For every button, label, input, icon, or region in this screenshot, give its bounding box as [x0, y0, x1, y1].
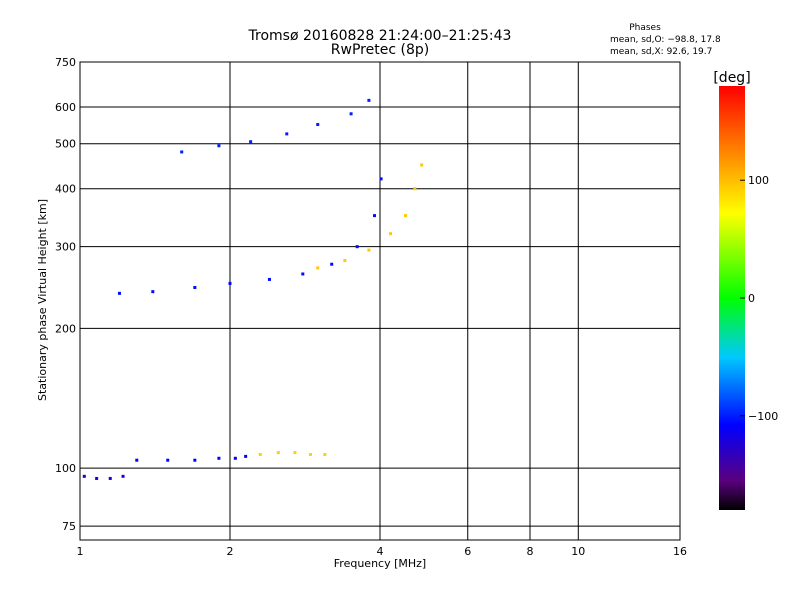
colorbar-label: [deg] — [713, 70, 750, 86]
data-point — [323, 452, 327, 456]
data-point — [330, 262, 334, 266]
data-point — [151, 290, 155, 294]
data-point — [308, 452, 312, 456]
data-point — [420, 163, 424, 167]
data-point — [349, 112, 353, 116]
data-point — [244, 454, 248, 458]
data-point — [108, 476, 112, 480]
colorbar: [deg] 100 0 −100 — [713, 70, 778, 510]
data-point — [316, 266, 320, 270]
data-point — [267, 277, 271, 281]
data-point — [343, 259, 347, 263]
x-tick-label: 10 — [571, 545, 585, 558]
data-point — [135, 458, 139, 462]
y-tick-label: 200 — [55, 322, 76, 335]
y-tick-label: 500 — [55, 138, 76, 151]
phases-heading: Phases — [629, 23, 661, 33]
colorbar-tick-label: 100 — [748, 174, 769, 187]
y-tick-label: 750 — [55, 56, 76, 69]
x-axis-ticks: 1 2 4 6 8 10 16 — [77, 545, 688, 558]
data-point — [293, 451, 297, 455]
y-tick-label: 100 — [55, 462, 76, 475]
y-axis-ticks: 75 100 200 300 400 500 600 750 — [55, 56, 76, 533]
data-point — [389, 232, 393, 236]
colorbar-ticks: 100 0 −100 — [740, 174, 778, 423]
y-tick-label: 75 — [62, 520, 76, 533]
data-point — [379, 177, 383, 181]
data-points — [82, 98, 424, 480]
data-point — [82, 474, 86, 478]
data-point — [249, 140, 253, 144]
chart-subtitle: RwPretec (8p) — [331, 42, 429, 58]
data-point — [95, 476, 99, 480]
data-point — [373, 214, 377, 218]
x-tick-label: 1 — [77, 545, 84, 558]
x-tick-label: 8 — [527, 545, 534, 558]
y-tick-label: 300 — [55, 241, 76, 254]
data-point — [233, 456, 237, 460]
data-point — [217, 456, 221, 460]
data-point — [180, 150, 184, 154]
grid-lines — [80, 62, 680, 540]
y-tick-label: 400 — [55, 183, 76, 196]
data-point — [117, 291, 121, 295]
x-tick-label: 2 — [227, 545, 234, 558]
x-axis-label: Frequency [MHz] — [334, 557, 426, 570]
plot-frame — [79, 61, 681, 541]
x-tick-label: 16 — [673, 545, 687, 558]
chart-title: Tromsø 20160828 21:24:00–21:25:43 — [248, 28, 512, 44]
data-point — [355, 245, 359, 249]
colorbar-tick-label: 0 — [748, 292, 755, 305]
data-point — [301, 272, 305, 276]
phases-mean-o: mean, sd,O: −98.8, 17.8 — [610, 35, 721, 45]
data-point — [121, 474, 125, 478]
data-point — [413, 187, 417, 191]
colorbar-tick-label: −100 — [748, 410, 778, 423]
data-point — [217, 144, 221, 148]
y-tick-label: 600 — [55, 101, 76, 114]
y-axis-label: Stationary phase Virtual Height [km] — [36, 199, 49, 401]
data-point — [285, 132, 289, 136]
data-point — [228, 281, 232, 285]
data-point — [403, 214, 407, 218]
phases-mean-x: mean, sd,X: 92.6, 19.7 — [610, 47, 712, 57]
data-point — [193, 286, 197, 290]
x-tick-label: 6 — [464, 545, 471, 558]
data-point — [367, 98, 371, 102]
data-point — [193, 458, 197, 462]
data-point — [316, 123, 320, 127]
data-point — [166, 458, 170, 462]
data-point — [276, 451, 280, 455]
data-point — [367, 248, 371, 252]
data-point — [258, 452, 262, 456]
x-tick-label: 4 — [377, 545, 384, 558]
